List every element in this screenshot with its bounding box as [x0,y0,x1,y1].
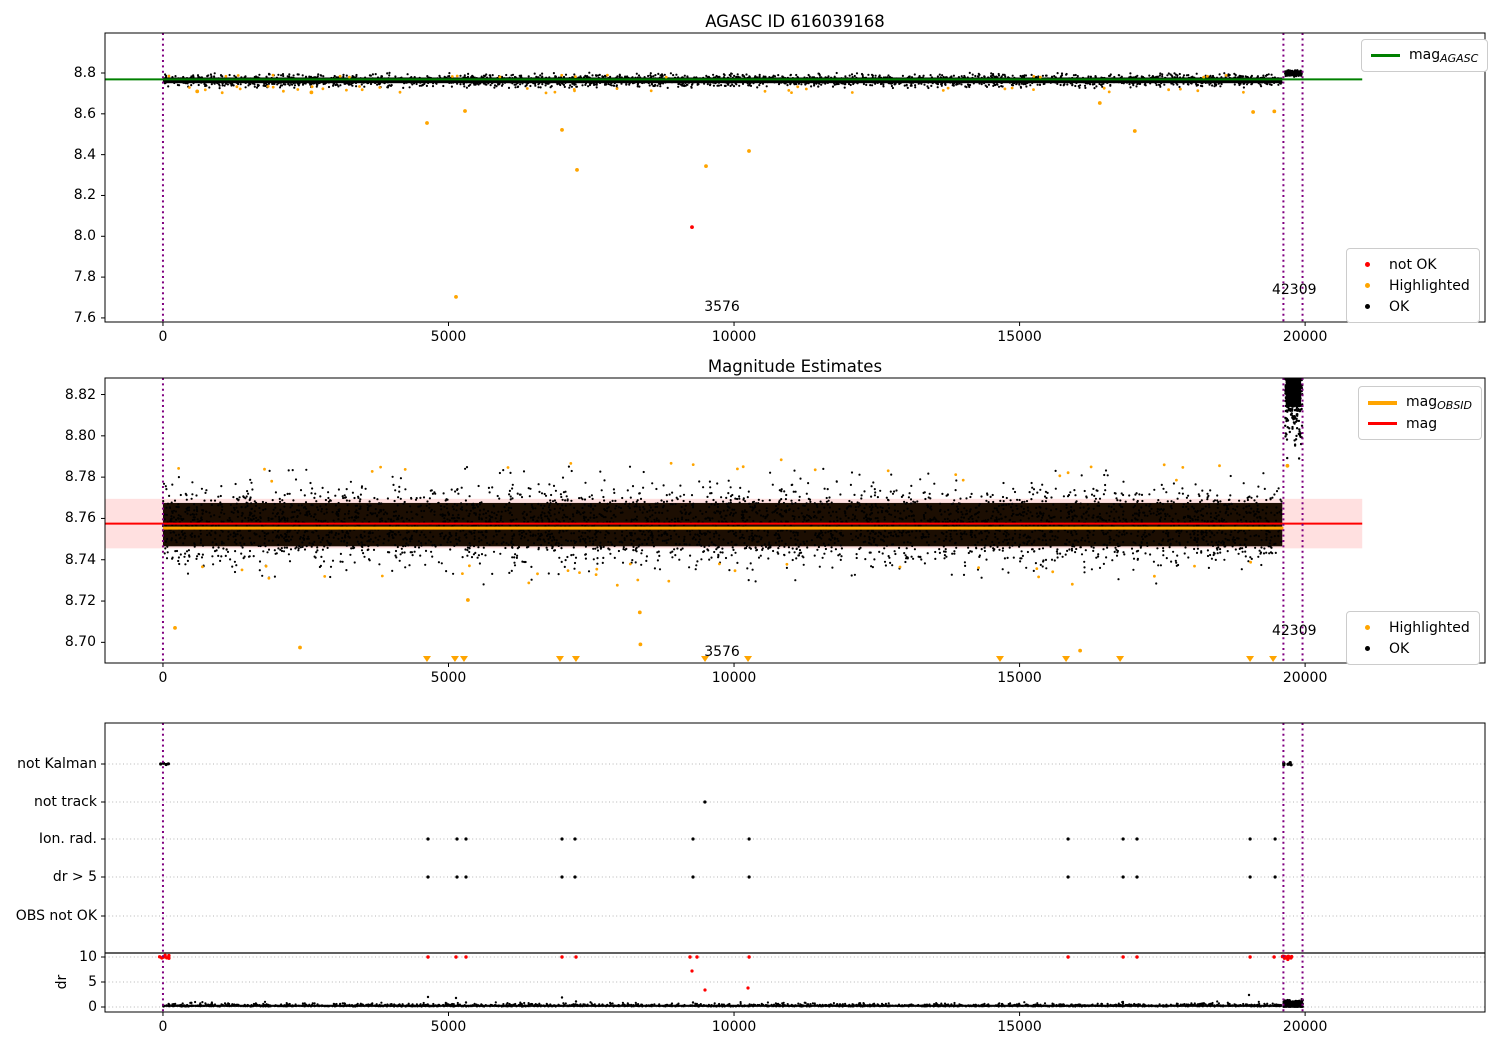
x-tick-label: 20000 [1282,329,1328,345]
x-tick-label: 20000 [1282,1019,1328,1035]
dr-axis-label: dr [54,974,70,990]
dr10-not-ok-cluster [157,953,171,960]
legend-entry-ok: OK [1356,296,1470,317]
dr-ok-sparse [426,993,1251,1004]
ok-marker [1365,304,1370,309]
x-tick-label: 20000 [1282,670,1328,686]
legend-entry-highlighted: Highlighted [1356,275,1470,296]
y-tick-label: 8.8 [73,65,96,81]
dr-tick-label: 5 [88,974,97,990]
highlighted-points [201,560,1253,587]
legend-entry-ok-2: OK [1356,638,1470,659]
x-tick-label: 0 [158,670,168,686]
clipped-low-marker [744,656,753,662]
x-tick-label: 10000 [711,670,757,686]
flag-category-label: dr > 5 [52,869,97,885]
x-tick-label: 15000 [997,670,1042,686]
y-tick-label: 8.78 [64,469,96,486]
axes-spines [104,32,1486,323]
clipped-low-marker [701,656,710,662]
highlighted-points [188,85,1245,95]
highlighted-marker [1365,283,1370,288]
panel2-title: Magnitude Estimates [707,357,883,376]
y-tick-label: 8.72 [64,593,96,610]
legend-entry-highlighted-2: Highlighted [1356,617,1470,638]
y-tick-label: 8.0 [73,228,96,245]
x-tick-label: 15000 [997,329,1042,345]
highlighted-marker [1365,625,1370,630]
x-tick-label: 0 [158,1019,168,1035]
clipped-low-marker [571,656,580,662]
obsid-annotation: 42309 [1271,622,1317,639]
clipped-low-marker [1062,656,1071,662]
axes-spines [104,377,1486,664]
highlighted-outlier-points [195,89,1277,299]
not-ok-marker [1365,262,1370,267]
clipped-low-marker [1269,656,1278,662]
legend-panel2-markers: Highlighted OK [1346,611,1480,665]
clipped-low-marker [1116,656,1125,662]
x-tick-label: 5000 [430,329,467,345]
clipped-low-marker [995,656,1004,662]
panel3-plot-area [105,723,1485,1012]
y-tick-label: 8.2 [73,187,96,204]
highlighted-points [167,73,1228,79]
x-tick-label: 15000 [997,1019,1042,1035]
panel1-title: AGASC ID 616039168 [705,12,885,31]
y-tick-label: 7.6 [73,309,96,326]
x-tick-label: 5000 [430,1019,467,1035]
highlighted-outlier-points [173,463,1290,653]
flag-category-label: not track [33,794,97,810]
y-tick-label: 8.70 [64,634,96,651]
flag-category-label: Ion. rad. [38,831,97,847]
legend-entry-not-ok: not OK [1356,254,1470,275]
clipped-low-marker [555,656,564,662]
dr-ok-cluster [1282,998,1305,1008]
x-tick-label: 10000 [711,329,757,345]
dr-not-ok-points [690,969,750,992]
clipped-low-marker [450,656,459,662]
x-tick-label: 5000 [430,670,467,686]
dr-tick-label: 10 [79,949,97,965]
dr-tick-label: 0 [88,999,97,1015]
y-tick-label: 8.76 [64,510,96,527]
y-tick-label: 7.8 [73,269,96,286]
x-tick-label: 10000 [711,1019,757,1035]
not-kalman-points [159,761,171,767]
clipped-low-marker [1246,656,1255,662]
legend-entry-mag-agasc: magAGASC [1371,45,1478,66]
axes-spines [104,722,1486,1013]
y-tick-label: 8.80 [64,427,96,444]
clipped-low-marker [422,656,431,662]
x-tick-label: 0 [158,329,168,345]
legend-panel1-markers: not OK Highlighted OK [1346,248,1480,323]
panel2-plot-area [105,378,1363,663]
clipped-low-marker [459,656,468,662]
obsid-annotation: 3576 [704,643,740,660]
highlighted-points [177,458,1221,483]
ok-points [1284,378,1304,460]
legend-mag-agasc: magAGASC [1361,39,1489,72]
dr-ok-band [162,1000,1283,1008]
ok-points [1284,69,1303,78]
legend-entry-mag-obsid: magOBSID [1368,392,1472,413]
legend-entry-mag: mag [1368,413,1472,434]
y-tick-label: 8.4 [73,146,96,163]
obsid-annotation: 3576 [704,299,740,316]
mag-agasc-line-sample [1371,54,1400,57]
mag-obsid-line-sample [1368,400,1397,405]
obsid-annotation: 42309 [1271,281,1317,298]
flag-category-label: OBS not OK [15,908,97,924]
y-tick-label: 8.6 [73,105,96,122]
mag-line-sample [1368,422,1397,425]
flag-category-label: not Kalman [17,756,97,772]
y-tick-label: 8.82 [64,386,96,403]
ok-marker [1365,646,1370,651]
panel1-plot-area [105,33,1363,322]
not-kalman-cluster [1282,761,1293,767]
y-tick-label: 8.74 [64,551,96,568]
legend-mag-lines: magOBSID mag [1358,386,1483,440]
